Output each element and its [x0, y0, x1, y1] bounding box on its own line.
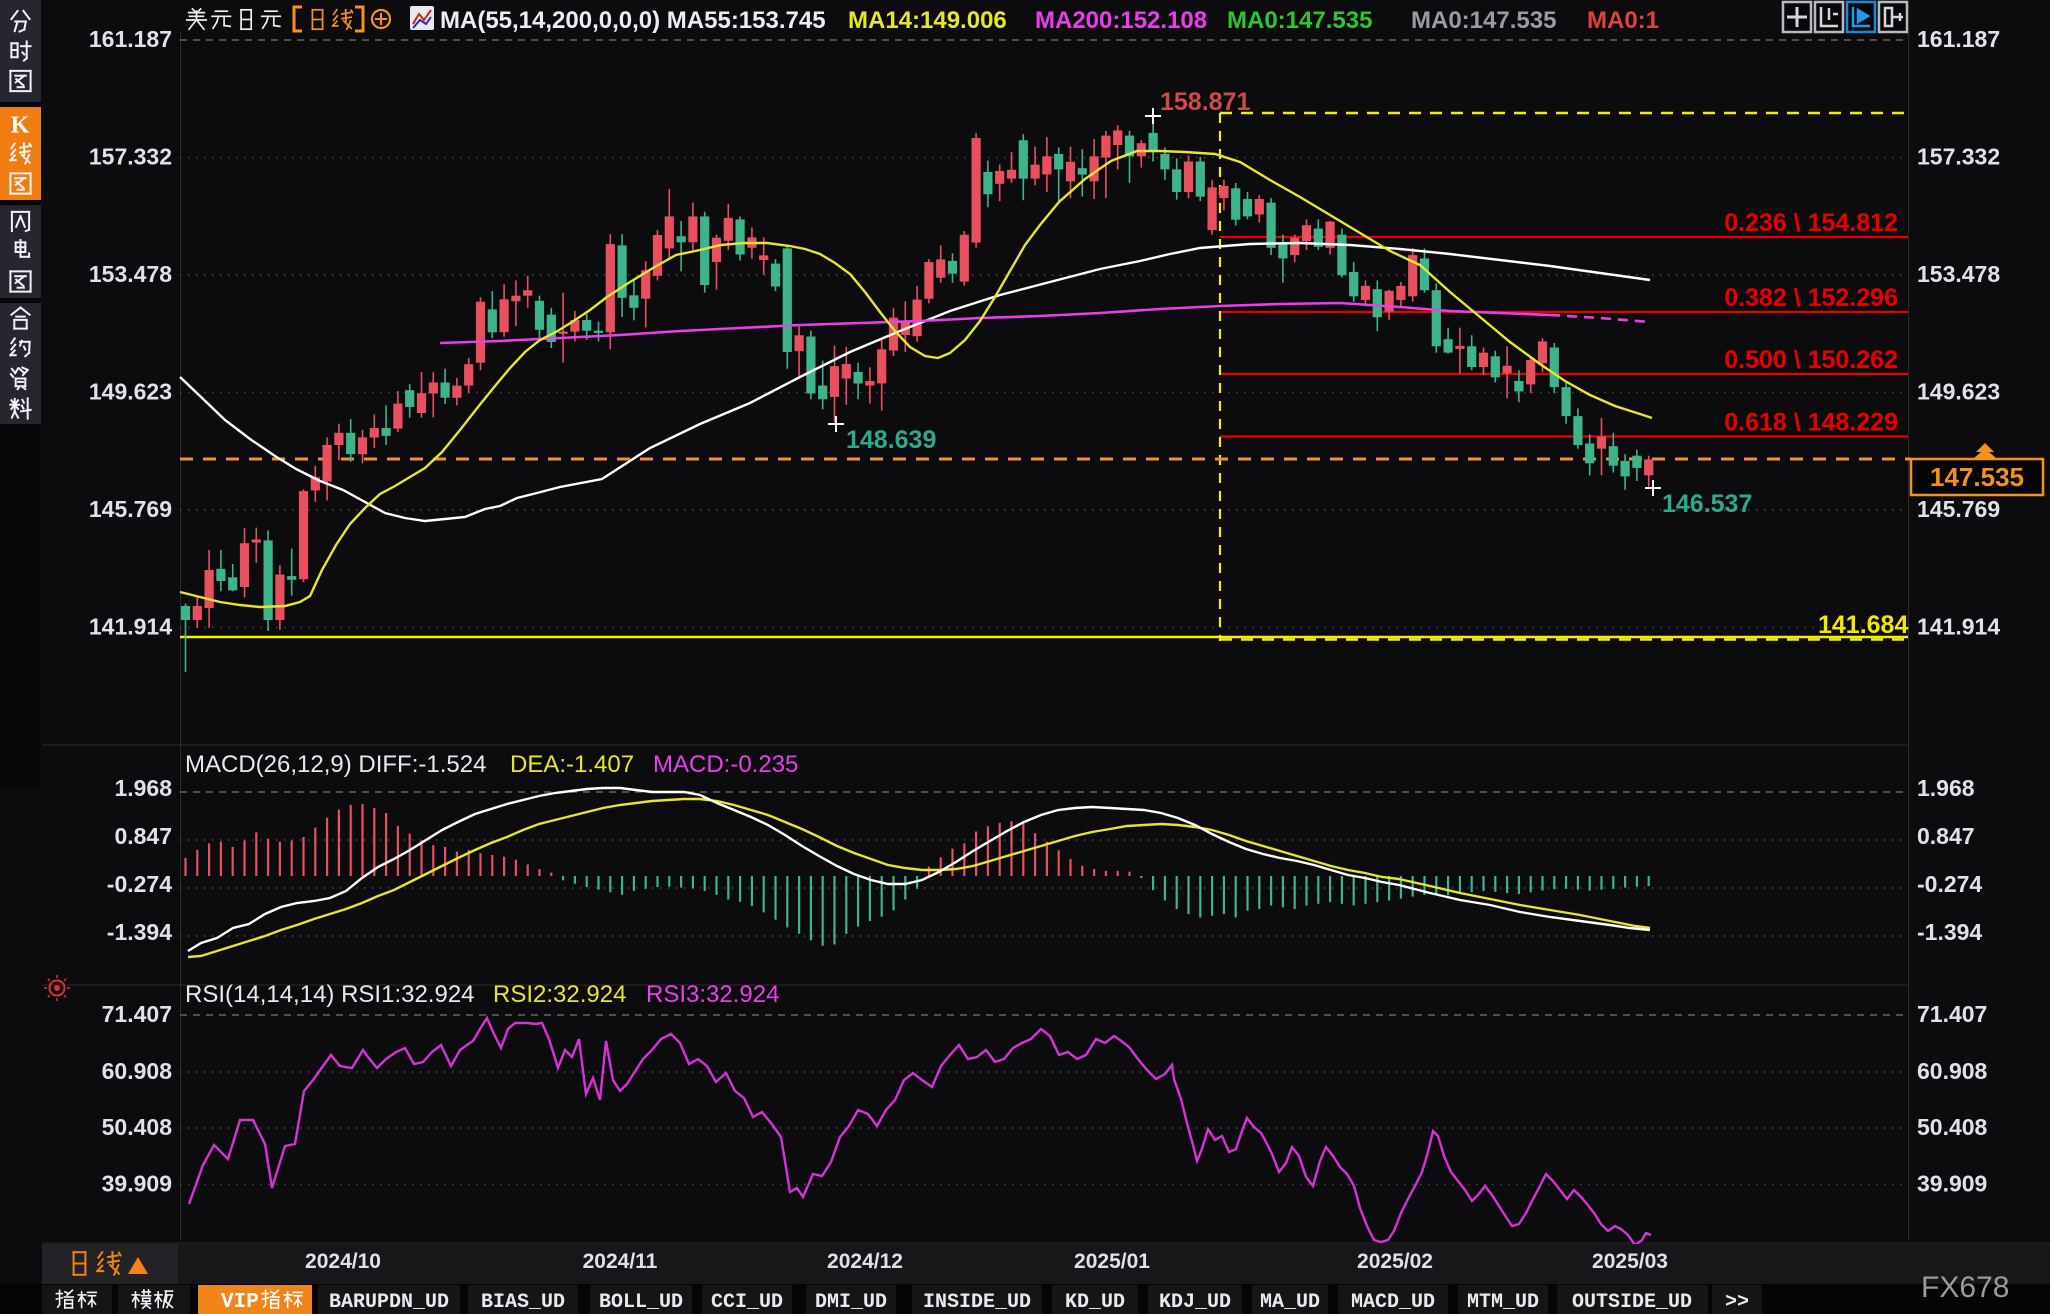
- svg-text:K: K: [11, 113, 30, 139]
- svg-text:60.908: 60.908: [1917, 1058, 1988, 1084]
- svg-text:148.639: 148.639: [846, 426, 936, 454]
- svg-text:146.537: 146.537: [1662, 490, 1752, 518]
- svg-text:RSI(14,14,14) RSI1:32.924: RSI(14,14,14) RSI1:32.924: [185, 981, 475, 1008]
- svg-text:60.908: 60.908: [102, 1058, 173, 1084]
- svg-text:2024/12: 2024/12: [827, 1250, 903, 1273]
- svg-text:MACD_UD: MACD_UD: [1351, 1291, 1435, 1314]
- svg-text:0.382 \ 152.296: 0.382 \ 152.296: [1724, 284, 1898, 312]
- svg-text:141.914: 141.914: [89, 614, 172, 640]
- svg-text:71.407: 71.407: [1917, 1001, 1987, 1027]
- svg-text:0.847: 0.847: [114, 823, 172, 849]
- svg-text:BOLL_UD: BOLL_UD: [599, 1291, 683, 1314]
- svg-text:2025/03: 2025/03: [1592, 1250, 1668, 1273]
- svg-text:MACD:-0.235: MACD:-0.235: [653, 751, 798, 778]
- svg-text:1.968: 1.968: [1917, 775, 1975, 801]
- svg-text:KDJ_UD: KDJ_UD: [1159, 1291, 1231, 1314]
- svg-text:RSI2:32.924: RSI2:32.924: [493, 981, 626, 1008]
- svg-text:2024/10: 2024/10: [305, 1250, 381, 1273]
- svg-text:39.909: 39.909: [102, 1171, 172, 1197]
- svg-text:VIP: VIP: [221, 1291, 259, 1314]
- svg-text:2025/02: 2025/02: [1357, 1250, 1433, 1273]
- svg-text:FX678: FX678: [1921, 1271, 2009, 1304]
- svg-text:153.478: 153.478: [1917, 261, 2000, 287]
- svg-text:-1.394: -1.394: [107, 919, 172, 945]
- svg-text:-1.394: -1.394: [1917, 919, 1982, 945]
- svg-text:-0.274: -0.274: [107, 871, 172, 897]
- svg-text:CCI_UD: CCI_UD: [711, 1291, 783, 1314]
- svg-text:MA200:152.108: MA200:152.108: [1035, 7, 1207, 34]
- svg-text:MTM_UD: MTM_UD: [1467, 1291, 1539, 1314]
- svg-text:KD_UD: KD_UD: [1065, 1291, 1125, 1314]
- svg-text:INSIDE_UD: INSIDE_UD: [923, 1291, 1031, 1314]
- svg-text:161.187: 161.187: [1917, 26, 2000, 52]
- svg-text:BARUPDN_UD: BARUPDN_UD: [329, 1291, 449, 1314]
- svg-text:1.968: 1.968: [114, 775, 172, 801]
- svg-text:BIAS_UD: BIAS_UD: [481, 1291, 565, 1314]
- svg-text:-0.274: -0.274: [1917, 871, 1982, 897]
- svg-text:145.769: 145.769: [1917, 496, 2000, 522]
- svg-text:>>: >>: [1725, 1291, 1749, 1314]
- svg-text:50.408: 50.408: [1917, 1114, 1988, 1140]
- svg-text:MA(55,14,200,0,0,0) MA55:153.: MA(55,14,200,0,0,0) MA55:153.745: [440, 7, 826, 34]
- svg-text:39.909: 39.909: [1917, 1171, 1987, 1197]
- svg-text:MA0:147.535: MA0:147.535: [1411, 7, 1556, 34]
- svg-text:71.407: 71.407: [102, 1001, 172, 1027]
- svg-text:149.623: 149.623: [1917, 379, 2000, 405]
- svg-text:2025/01: 2025/01: [1074, 1250, 1150, 1273]
- svg-text:141.684: 141.684: [1818, 611, 1908, 639]
- svg-text:0.847: 0.847: [1917, 823, 1975, 849]
- svg-text:161.187: 161.187: [89, 26, 172, 52]
- svg-text:MA_UD: MA_UD: [1260, 1291, 1320, 1314]
- svg-text:0.500 \ 150.262: 0.500 \ 150.262: [1724, 346, 1898, 374]
- svg-text:0.236 \ 154.812: 0.236 \ 154.812: [1724, 209, 1898, 237]
- svg-text:50.408: 50.408: [102, 1114, 173, 1140]
- svg-text:OUTSIDE_UD: OUTSIDE_UD: [1572, 1291, 1692, 1314]
- svg-text:141.914: 141.914: [1917, 614, 2000, 640]
- svg-text:158.871: 158.871: [1160, 88, 1250, 116]
- svg-text:DMI_UD: DMI_UD: [815, 1291, 887, 1314]
- svg-text:145.769: 145.769: [89, 496, 172, 522]
- svg-text:MA0:147.535: MA0:147.535: [1227, 7, 1372, 34]
- svg-text:157.332: 157.332: [1917, 144, 2000, 170]
- svg-text:0.618 \ 148.229: 0.618 \ 148.229: [1724, 409, 1898, 437]
- svg-text:157.332: 157.332: [89, 144, 172, 170]
- svg-text:MA14:149.006: MA14:149.006: [848, 7, 1007, 34]
- svg-text:147.535: 147.535: [1930, 462, 2024, 492]
- svg-text:RSI3:32.924: RSI3:32.924: [646, 981, 779, 1008]
- svg-text:MA0:1: MA0:1: [1587, 7, 1659, 34]
- svg-text:MACD(26,12,9) DIFF:-1.524: MACD(26,12,9) DIFF:-1.524: [185, 751, 486, 778]
- svg-text:DEA:-1.407: DEA:-1.407: [510, 751, 634, 778]
- svg-text:2024/11: 2024/11: [583, 1250, 658, 1273]
- svg-text:153.478: 153.478: [89, 261, 172, 287]
- svg-text:149.623: 149.623: [89, 379, 172, 405]
